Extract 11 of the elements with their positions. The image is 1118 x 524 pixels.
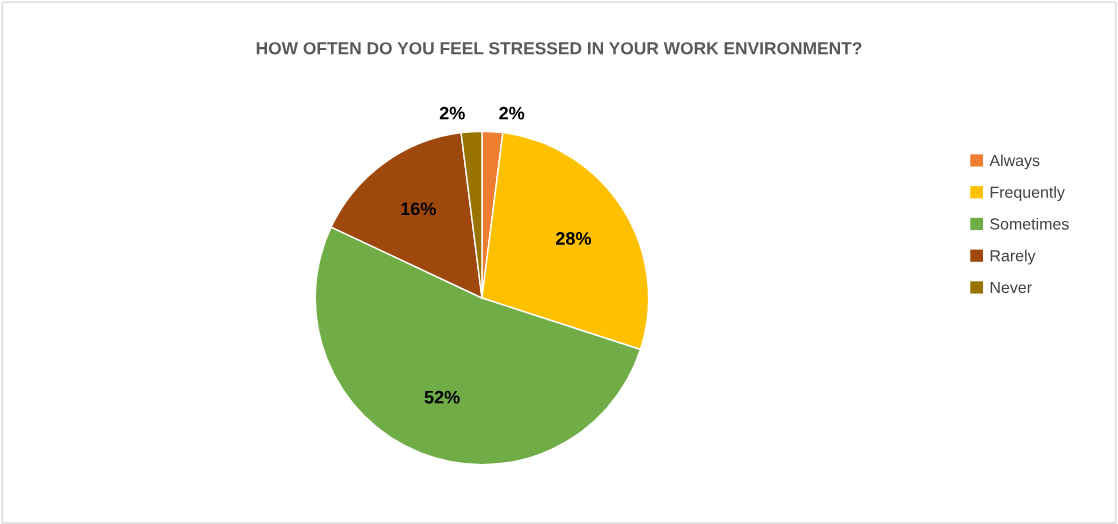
data-label: 28% — [555, 232, 592, 245]
legend-label: Sometimes — [990, 217, 1069, 230]
legend-label: Always — [989, 154, 1040, 170]
data-label: 2% — [499, 106, 525, 120]
data-label: 16% — [401, 202, 436, 216]
legend-label: Rarely — [990, 249, 1036, 265]
data-label: 2% — [439, 106, 465, 120]
chart-title: HOW OFTEN DO YOU FEEL STRESSED IN YOUR WORK ENVIRONMENT? — [256, 42, 862, 55]
legend-label: Never — [990, 281, 1032, 294]
data-label: 52% — [424, 390, 460, 404]
legend-label: Frequently — [990, 186, 1065, 202]
